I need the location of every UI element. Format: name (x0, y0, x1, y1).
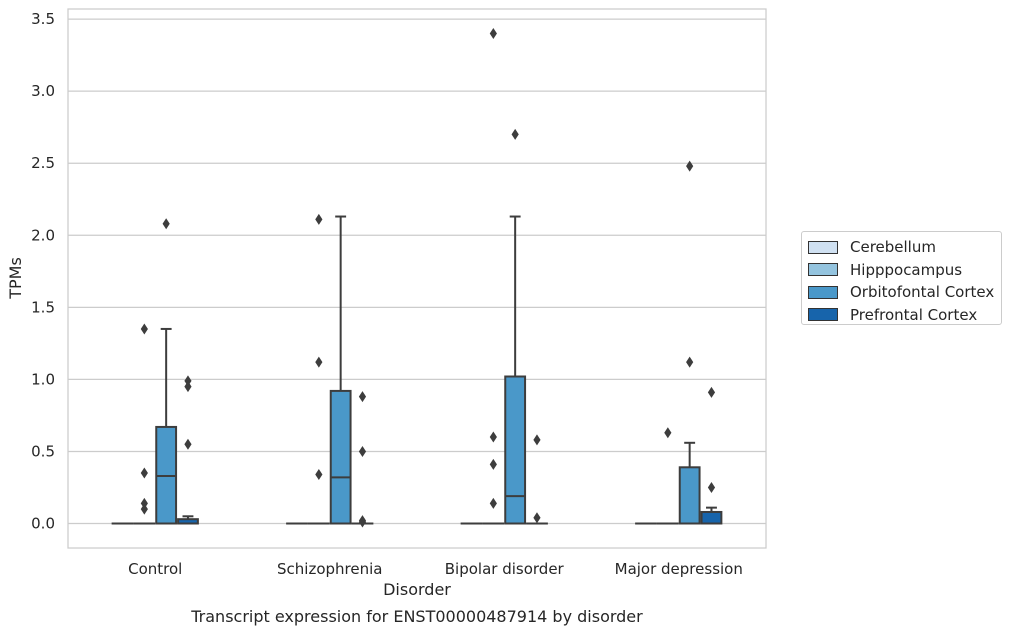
y-axis-title: TPMs (6, 257, 25, 300)
box-series (111, 28, 723, 528)
outlier-point (686, 160, 694, 172)
y-tick-label: 3.0 (31, 82, 55, 100)
y-tick-label: 0.0 (31, 515, 55, 533)
y-gridlines (68, 18, 766, 525)
outlier-point (184, 438, 192, 450)
outlier-point (686, 356, 694, 368)
outlier-point (140, 503, 148, 515)
outlier-point (511, 128, 519, 140)
outlier-point (358, 516, 367, 528)
outlier-point (162, 218, 170, 230)
y-tick-label: 2.0 (31, 226, 55, 244)
outlier-point (707, 481, 716, 493)
y-tick-label: 1.0 (31, 370, 55, 388)
box (678, 466, 701, 525)
outlier-point (489, 497, 497, 509)
y-tick-label: 2.5 (31, 154, 55, 172)
legend-swatch (808, 285, 838, 299)
outlier-point (533, 434, 541, 446)
box (504, 375, 527, 525)
y-tick-label: 1.5 (31, 298, 55, 316)
legend-swatch (808, 263, 838, 277)
legend-label: Hipppocampus (850, 260, 963, 279)
outlier-point (184, 375, 192, 387)
legend-item: Orbitofontal Cortex (808, 281, 1001, 304)
outlier-point (489, 28, 497, 39)
legend-item: Cerebellum (808, 236, 1001, 259)
outlier-point (358, 391, 367, 403)
x-tick-labels: Control Schizophrenia Bipolar disorder Majo… (128, 560, 743, 578)
x-tick-label: Control (128, 560, 182, 578)
outlier-point (315, 469, 323, 480)
y-tick-label: 0.5 (31, 442, 55, 460)
box (700, 510, 723, 525)
legend-item: Hipppocampus (808, 259, 1001, 282)
legend-item: Prefrontal Cortex (808, 304, 1001, 327)
box (329, 389, 352, 525)
outlier-point (315, 356, 323, 368)
plot-area-frame (67, 8, 767, 549)
legend: Cerebellum Hipppocampus Orbitofontal Corte… (801, 231, 1002, 325)
outlier-point (140, 497, 148, 509)
outlier-point (358, 445, 367, 457)
chart-caption: Transcript expression for ENST0000048791… (190, 607, 643, 626)
legend-swatch (808, 308, 838, 322)
outlier-point (489, 431, 497, 443)
outlier-point (664, 427, 672, 439)
x-tick-label: Major depression (615, 560, 743, 578)
legend-label: Orbitofontal Cortex (850, 283, 995, 302)
outlier-point (707, 386, 716, 398)
outlier-point (140, 323, 148, 335)
legend-label: Cerebellum (850, 238, 936, 257)
outlier-point (489, 458, 497, 470)
x-tick-label: Bipolar disorder (445, 560, 565, 578)
outlier-point (140, 467, 148, 479)
y-tick-label: 3.5 (31, 10, 55, 28)
x-tick-label: Schizophrenia (277, 560, 382, 578)
outlier-point (315, 213, 323, 225)
x-axis-title: Disorder (383, 580, 451, 599)
outlier-point (184, 381, 192, 393)
y-tick-labels: 0.0 0.5 1.0 1.5 2.0 2.5 3.0 3.5 (31, 10, 55, 532)
legend-swatch (808, 240, 838, 254)
legend-label: Prefrontal Cortex (850, 305, 978, 324)
outlier-point (533, 512, 541, 524)
